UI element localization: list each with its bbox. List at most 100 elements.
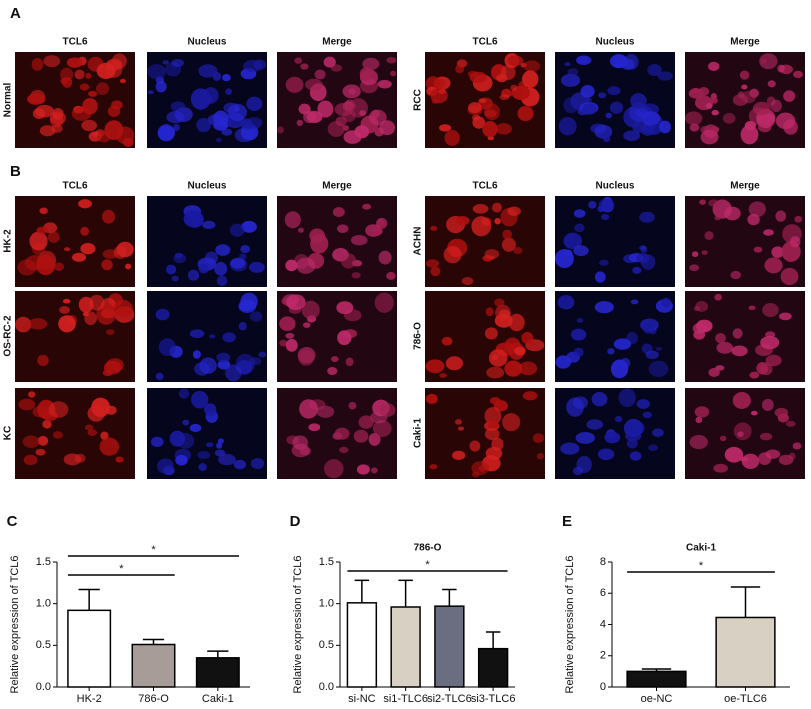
cell bbox=[52, 431, 64, 439]
cell bbox=[759, 53, 778, 70]
cell bbox=[467, 70, 479, 78]
cell bbox=[783, 90, 796, 102]
cell bbox=[573, 209, 586, 218]
cell bbox=[461, 276, 474, 285]
cell bbox=[522, 391, 538, 401]
cell bbox=[614, 62, 623, 68]
cell bbox=[327, 120, 345, 137]
cell bbox=[198, 463, 207, 472]
cell bbox=[279, 316, 296, 332]
cell bbox=[487, 420, 499, 429]
cell bbox=[209, 334, 216, 339]
cell bbox=[580, 84, 595, 98]
cell bbox=[379, 403, 396, 417]
cell bbox=[197, 451, 211, 459]
cell bbox=[652, 428, 664, 437]
cell bbox=[487, 136, 495, 141]
cell bbox=[504, 360, 523, 377]
cell bbox=[713, 463, 728, 473]
cell bbox=[119, 78, 126, 84]
bar bbox=[390, 606, 421, 688]
cell bbox=[564, 62, 571, 67]
cell bbox=[217, 438, 224, 444]
cell bbox=[557, 295, 575, 310]
cell bbox=[339, 446, 349, 453]
cell bbox=[575, 432, 596, 444]
cell bbox=[691, 251, 699, 258]
cell bbox=[484, 327, 498, 340]
cell bbox=[733, 422, 752, 441]
cell bbox=[737, 91, 745, 99]
cell bbox=[362, 203, 372, 210]
cell bbox=[613, 53, 625, 64]
x-tick-label: oe-TLC6 bbox=[724, 693, 767, 705]
cell bbox=[760, 58, 767, 64]
cell bbox=[217, 359, 231, 370]
cell bbox=[31, 57, 44, 71]
cell bbox=[508, 313, 525, 332]
cell bbox=[87, 429, 98, 437]
cell bbox=[639, 211, 655, 223]
cell bbox=[156, 458, 174, 474]
cell bbox=[484, 249, 500, 259]
cell bbox=[642, 411, 653, 419]
cell bbox=[113, 299, 133, 318]
cell bbox=[240, 118, 253, 131]
y-tick-label: 1.5 bbox=[319, 556, 334, 568]
cell bbox=[445, 356, 463, 371]
cell bbox=[774, 407, 789, 418]
cell bbox=[332, 207, 345, 218]
cell bbox=[212, 72, 222, 82]
cell bbox=[206, 442, 214, 448]
cell bbox=[744, 120, 756, 131]
cell bbox=[439, 373, 447, 378]
cell bbox=[770, 99, 782, 113]
cell bbox=[63, 247, 71, 252]
cell bbox=[284, 211, 301, 229]
cell bbox=[314, 69, 326, 80]
cell bbox=[732, 328, 743, 339]
cell bbox=[792, 442, 802, 450]
cell bbox=[202, 87, 219, 104]
cell bbox=[158, 338, 176, 357]
cell bbox=[22, 435, 40, 448]
cell bbox=[198, 64, 218, 78]
cell bbox=[752, 101, 771, 116]
cell bbox=[238, 322, 247, 331]
cell bbox=[748, 305, 756, 310]
cell bbox=[294, 57, 303, 64]
cell bbox=[576, 456, 592, 473]
cell bbox=[358, 415, 374, 429]
cell bbox=[758, 452, 772, 466]
cell bbox=[494, 298, 505, 307]
cell bbox=[630, 299, 639, 305]
x-tick-label: 786-O bbox=[138, 693, 169, 705]
row-label: HK-2 bbox=[3, 229, 14, 253]
cell bbox=[694, 406, 710, 418]
cell bbox=[714, 293, 722, 301]
cell bbox=[74, 453, 86, 463]
cell bbox=[645, 350, 659, 360]
cell bbox=[510, 84, 518, 92]
cell bbox=[425, 359, 445, 374]
cell bbox=[771, 246, 784, 258]
row-label: 786-O bbox=[413, 322, 424, 350]
cell bbox=[598, 92, 607, 99]
cell bbox=[71, 106, 92, 121]
cell bbox=[613, 338, 632, 350]
cell bbox=[230, 258, 246, 269]
cell bbox=[374, 292, 394, 313]
cell bbox=[309, 228, 326, 243]
cell bbox=[689, 123, 700, 132]
cell bbox=[599, 259, 609, 266]
cell bbox=[66, 57, 83, 68]
cell bbox=[502, 413, 521, 432]
cell bbox=[285, 259, 298, 272]
bar bbox=[346, 602, 378, 688]
cell bbox=[793, 70, 804, 79]
cell bbox=[84, 311, 97, 326]
cell bbox=[641, 111, 661, 126]
cell bbox=[39, 125, 56, 137]
cell bbox=[49, 111, 67, 125]
cell bbox=[42, 419, 52, 429]
